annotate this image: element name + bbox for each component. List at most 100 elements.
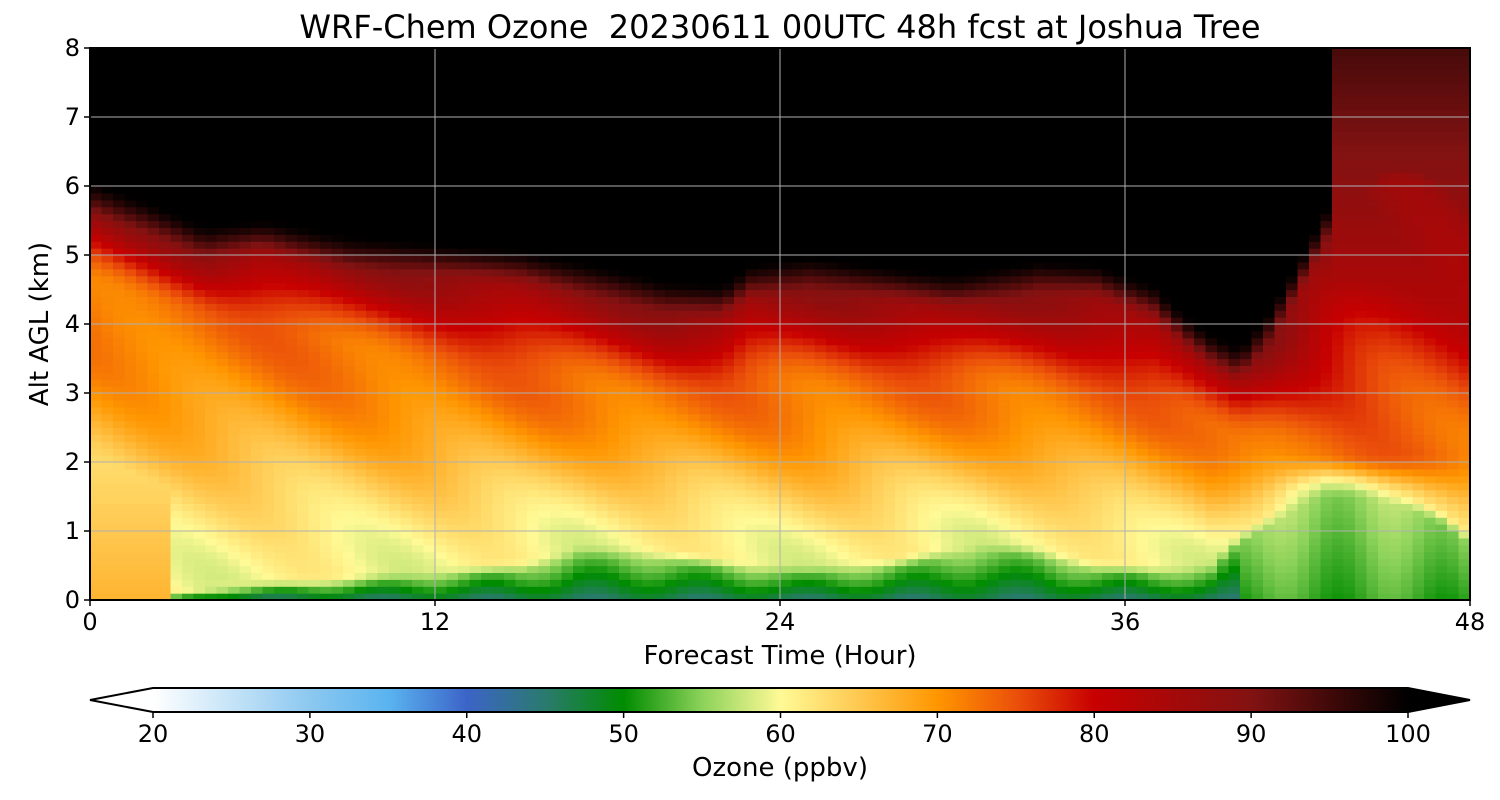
field-cell — [653, 165, 666, 173]
field-cell — [630, 137, 643, 146]
field-cell — [274, 558, 287, 567]
field-cell — [607, 255, 620, 263]
field-cell — [446, 531, 459, 539]
field-cell — [251, 123, 264, 132]
field-cell — [492, 82, 505, 90]
field-cell — [630, 192, 643, 201]
field-cell — [136, 551, 149, 560]
field-cell — [504, 337, 517, 346]
field-cell — [251, 330, 264, 339]
field-cell — [492, 351, 505, 360]
field-cell — [354, 489, 367, 498]
field-cell — [435, 365, 448, 373]
field-cell — [205, 406, 218, 415]
field-cell — [458, 54, 471, 63]
field-cell — [216, 489, 229, 498]
field-cell — [193, 517, 206, 525]
field-cell — [297, 448, 310, 456]
field-cell — [216, 503, 229, 511]
field-cell — [504, 275, 517, 284]
field-cell — [113, 455, 126, 463]
field-cell — [308, 358, 321, 366]
field-cell — [412, 289, 425, 297]
field-cell — [377, 475, 390, 484]
field-cell — [722, 186, 735, 194]
field-cell — [469, 324, 482, 332]
field-cell — [504, 220, 517, 228]
field-cell — [182, 524, 195, 532]
field-cell — [458, 317, 471, 325]
field-cell — [584, 255, 597, 263]
field-cell — [630, 496, 643, 504]
field-cell — [308, 379, 321, 387]
field-cell — [561, 413, 574, 422]
field-cell — [734, 358, 747, 366]
field-cell — [389, 110, 402, 118]
field-cell — [492, 199, 505, 208]
field-cell — [665, 330, 678, 339]
field-cell — [170, 468, 183, 477]
field-cell — [262, 130, 275, 139]
field-cell — [607, 510, 620, 518]
field-cell — [216, 96, 229, 104]
field-cell — [239, 475, 252, 484]
field-cell — [630, 365, 643, 373]
field-cell — [297, 544, 310, 553]
field-cell — [561, 220, 574, 228]
field-cell — [343, 179, 356, 187]
field-cell — [331, 296, 344, 304]
field-cell — [262, 579, 275, 587]
field-cell — [274, 324, 287, 332]
field-cell — [113, 579, 126, 587]
field-cell — [711, 75, 724, 84]
field-cell — [458, 482, 471, 491]
field-cell — [366, 275, 379, 284]
field-cell — [170, 255, 183, 263]
field-cell — [90, 455, 103, 463]
field-cell — [791, 475, 804, 484]
field-cell — [630, 524, 643, 532]
field-cell — [803, 503, 816, 511]
field-cell — [159, 586, 172, 594]
field-cell — [124, 296, 137, 304]
field-cell — [584, 434, 597, 442]
field-cell — [285, 406, 298, 415]
field-cell — [619, 303, 632, 311]
field-cell — [400, 455, 413, 463]
field-cell — [803, 448, 816, 456]
field-cell — [308, 158, 321, 166]
field-cell — [274, 351, 287, 360]
field-cell — [400, 399, 413, 408]
field-cell — [343, 551, 356, 560]
field-cell — [734, 413, 747, 422]
field-cell — [596, 344, 609, 353]
field-cell — [182, 379, 195, 387]
field-cell — [193, 379, 206, 387]
field-cell — [481, 413, 494, 422]
field-cell — [423, 503, 436, 511]
field-cell — [676, 503, 689, 511]
field-cell — [665, 427, 678, 435]
field-cell — [216, 393, 229, 401]
field-cell — [446, 489, 459, 498]
field-cell — [400, 96, 413, 104]
field-cell — [412, 213, 425, 222]
field-cell — [527, 386, 540, 394]
field-cell — [469, 199, 482, 208]
field-cell — [642, 255, 655, 263]
field-cell — [228, 468, 241, 477]
field-cell — [791, 137, 804, 146]
field-cell — [446, 296, 459, 304]
field-cell — [182, 330, 195, 339]
field-cell — [481, 544, 494, 553]
field-cell — [412, 103, 425, 111]
field-cell — [297, 192, 310, 201]
field-cell — [331, 206, 344, 215]
field-cell — [550, 496, 563, 504]
field-cell — [400, 386, 413, 394]
field-cell — [412, 496, 425, 504]
field-cell — [354, 468, 367, 477]
field-cell — [630, 289, 643, 297]
field-cell — [285, 165, 298, 173]
field-cell — [366, 186, 379, 194]
